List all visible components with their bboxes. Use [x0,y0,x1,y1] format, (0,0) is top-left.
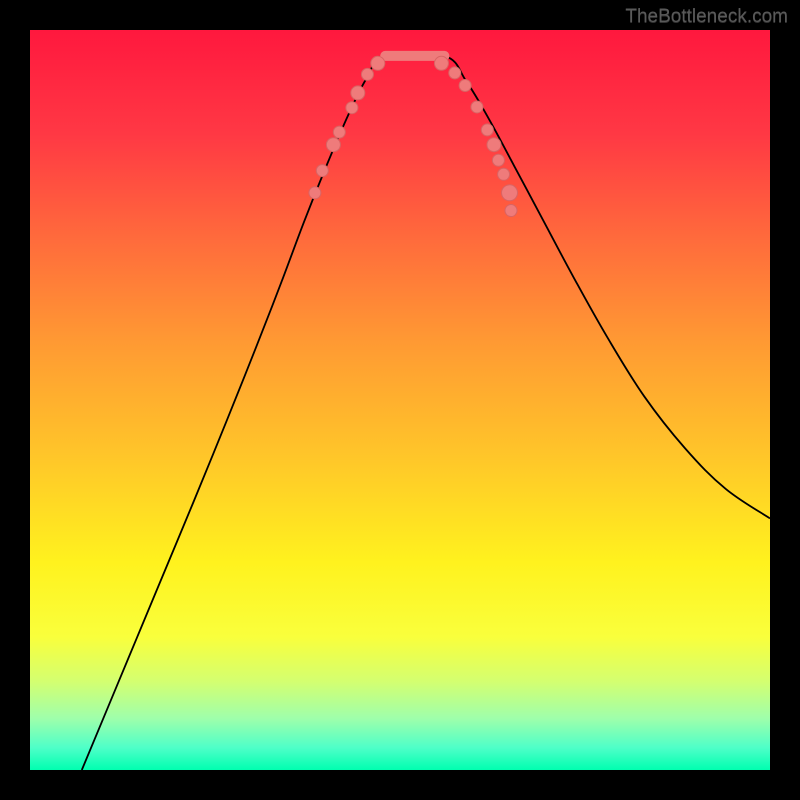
bottleneck-chart [30,30,770,770]
data-marker [434,56,448,70]
data-marker [459,80,471,92]
data-marker [326,138,340,152]
data-marker [316,165,328,177]
data-marker [502,185,518,201]
data-marker [449,67,461,79]
data-marker [492,154,504,166]
data-marker [309,187,321,199]
data-marker [361,68,373,80]
data-marker [498,168,510,180]
data-marker [471,101,483,113]
data-marker [333,126,345,138]
data-marker [346,102,358,114]
chart-frame: TheBottleneck.com [0,0,800,800]
data-marker [351,86,365,100]
data-marker [487,138,501,152]
data-marker [505,205,517,217]
watermark-text: TheBottleneck.com [625,6,788,28]
data-marker [481,124,493,136]
gradient-background [30,30,770,770]
data-marker [371,56,385,70]
